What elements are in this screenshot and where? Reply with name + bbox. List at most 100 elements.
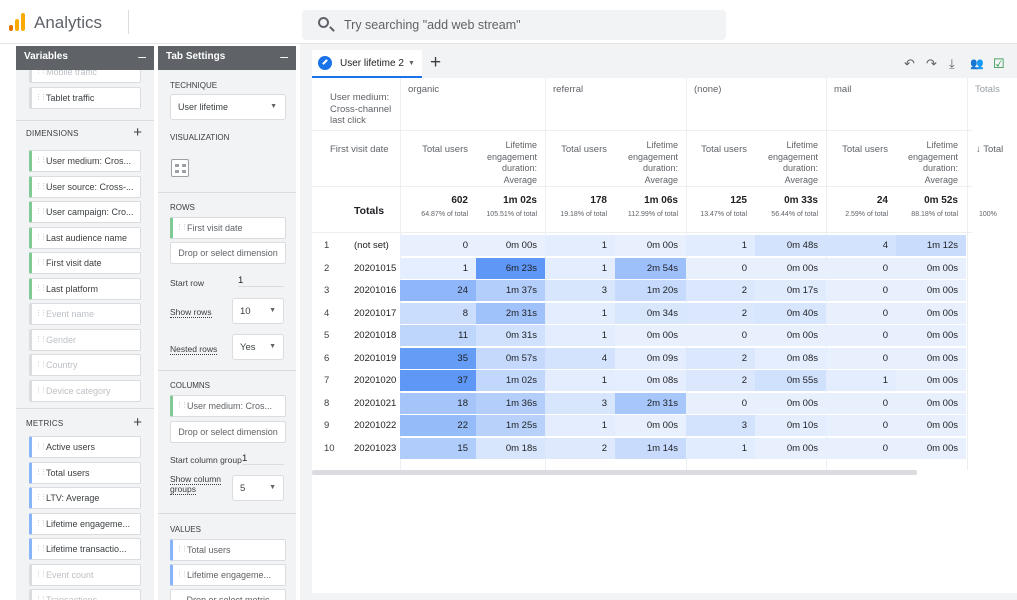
dimension-chip[interactable]: User campaign: Cro... [29,201,141,223]
table-cell: 0 [826,280,896,301]
table-cell: 0 [826,302,896,324]
metric-chip[interactable]: Event count [29,563,141,586]
analytics-logo-icon[interactable] [9,13,25,31]
metric-chip[interactable]: Total users [29,461,141,484]
metric-header-engagement: Lifetime engagement duration: Average [767,140,818,185]
totals-value: 0m 33s [784,195,818,206]
metric-chip[interactable]: Transactions [29,589,141,600]
table-cell: 18 [400,392,476,414]
redo-icon[interactable]: ↷ [926,56,937,71]
totals-label: Totals [354,205,385,217]
row-number: 8 [324,397,330,409]
minimize-icon[interactable]: – [138,48,146,64]
segment-chip-tablet[interactable]: Tablet traffic [29,87,141,109]
table-cell: 22 [400,415,476,436]
metric-header-total-users: Total users [422,144,468,155]
tab-user-lifetime-2[interactable]: User lifetime 2 ▼ [312,50,422,78]
table-cell: 0m 18s [476,437,545,459]
undo-icon[interactable]: ↶ [904,56,915,71]
table-cell: 0 [826,257,896,279]
metric-header-engagement: Lifetime engagement duration: Average [907,140,958,185]
table-cell: 1m 14s [615,437,686,459]
table-cell: 1m 36s [476,392,545,414]
start-column-group-input[interactable]: 1 [242,453,284,465]
table-cell: 1 [545,257,615,279]
totals-value: 1m 06s [644,195,678,206]
metric-header-engagement: Lifetime engagement duration: Average [627,140,678,185]
table-cell: 1 [400,257,476,279]
metric-chip[interactable]: Lifetime transactio... [29,538,141,560]
metric-chip[interactable]: LTV: Average [29,487,141,509]
search-bar[interactable]: Try searching "add web stream" [302,10,726,40]
add-metric-icon[interactable]: + [133,414,142,431]
chevron-down-icon[interactable]: ▼ [408,60,415,67]
grid-line [312,130,972,131]
row-number: 2 [324,262,330,274]
totals-percent: 64.87% of total [421,211,468,218]
show-column-groups-select[interactable]: 5 ▼ [232,475,284,501]
table-cell: 2 [686,280,755,301]
table-cell: 0m 31s [476,325,545,346]
segment-chip-mobile[interactable]: Mobile traffic [29,70,141,83]
table-cell: 1m 37s [476,280,545,301]
table-cell: 1 [545,325,615,346]
metric-chip[interactable]: Lifetime engageme... [29,512,141,535]
horizontal-scrollbar[interactable] [312,470,917,475]
share-icon[interactable]: 👥 [970,58,984,70]
add-dimension-icon[interactable]: + [133,124,142,141]
dimension-chip[interactable]: User source: Cross-... [29,175,141,198]
row-number: 9 [324,420,330,431]
table-cell: 4 [545,347,615,369]
dimension-chip[interactable]: First visit date [29,252,141,274]
technique-select[interactable]: User lifetime ▼ [170,94,286,120]
values-drop-target[interactable]: Drop or select metric [170,589,286,600]
values-chip-total-users[interactable]: Total users [170,539,286,561]
table-cell: 1 [686,437,755,459]
columns-label: COLUMNS [170,381,211,390]
rows-drop-target[interactable]: Drop or select dimension [170,242,286,264]
rows-dimension-chip[interactable]: First visit date [170,217,286,239]
metrics-label: METRICS [26,419,64,428]
search-placeholder: Try searching "add web stream" [344,18,521,32]
table-visualization-icon[interactable] [171,159,189,177]
dimension-chip[interactable]: Last audience name [29,226,141,249]
dimension-chip[interactable]: Gender [29,328,141,351]
metric-header-total-users: Total users [701,144,747,155]
dimension-chip[interactable]: Last platform [29,277,141,300]
start-row-input[interactable]: 1 [238,275,284,287]
table-cell: 1 [545,370,615,391]
dimension-chip[interactable]: Country [29,354,141,376]
metric-header-total-users: Total users [842,144,888,155]
row-date: 20201020 [354,375,397,386]
insights-icon[interactable]: ☑ [993,56,1005,71]
table-cell: 0m 00s [615,235,686,256]
totals-percent-overflow: 100% [979,211,997,218]
table-cell: 1 [545,415,615,436]
table-cell: 0 [826,325,896,346]
table-cell: 0 [686,325,755,346]
grid-line [312,186,972,187]
table-cell: 0 [400,235,476,256]
table-cell: 0m 08s [755,347,826,369]
minimize-icon[interactable]: – [280,48,288,64]
download-icon[interactable]: ⤓ [949,56,955,71]
chevron-down-icon: ▼ [269,484,276,491]
column-group-header: referral [553,84,584,95]
nested-rows-select[interactable]: Yes ▼ [232,334,284,360]
add-tab-icon[interactable]: + [430,52,442,73]
dimension-chip[interactable]: Event name [29,303,141,325]
table-cell: 2m 31s [615,392,686,414]
metric-chip[interactable]: Active users [29,436,141,458]
table-cell: 0 [826,437,896,459]
table-cell: 0m 00s [896,370,966,391]
row-date: (not set) [354,240,389,251]
columns-dimension-chip[interactable]: User medium: Cros... [170,395,286,417]
values-chip-lifetime-engagement[interactable]: Lifetime engageme... [170,564,286,586]
dimension-chip[interactable]: Device category [29,379,141,402]
columns-drop-target[interactable]: Drop or select dimension [170,421,286,443]
show-rows-select[interactable]: 10 ▼ [232,298,284,324]
table-cell: 0m 09s [615,347,686,369]
divider [16,120,154,121]
dimension-chip[interactable]: User medium: Cros... [29,150,141,172]
chevron-down-icon: ▼ [270,103,277,110]
